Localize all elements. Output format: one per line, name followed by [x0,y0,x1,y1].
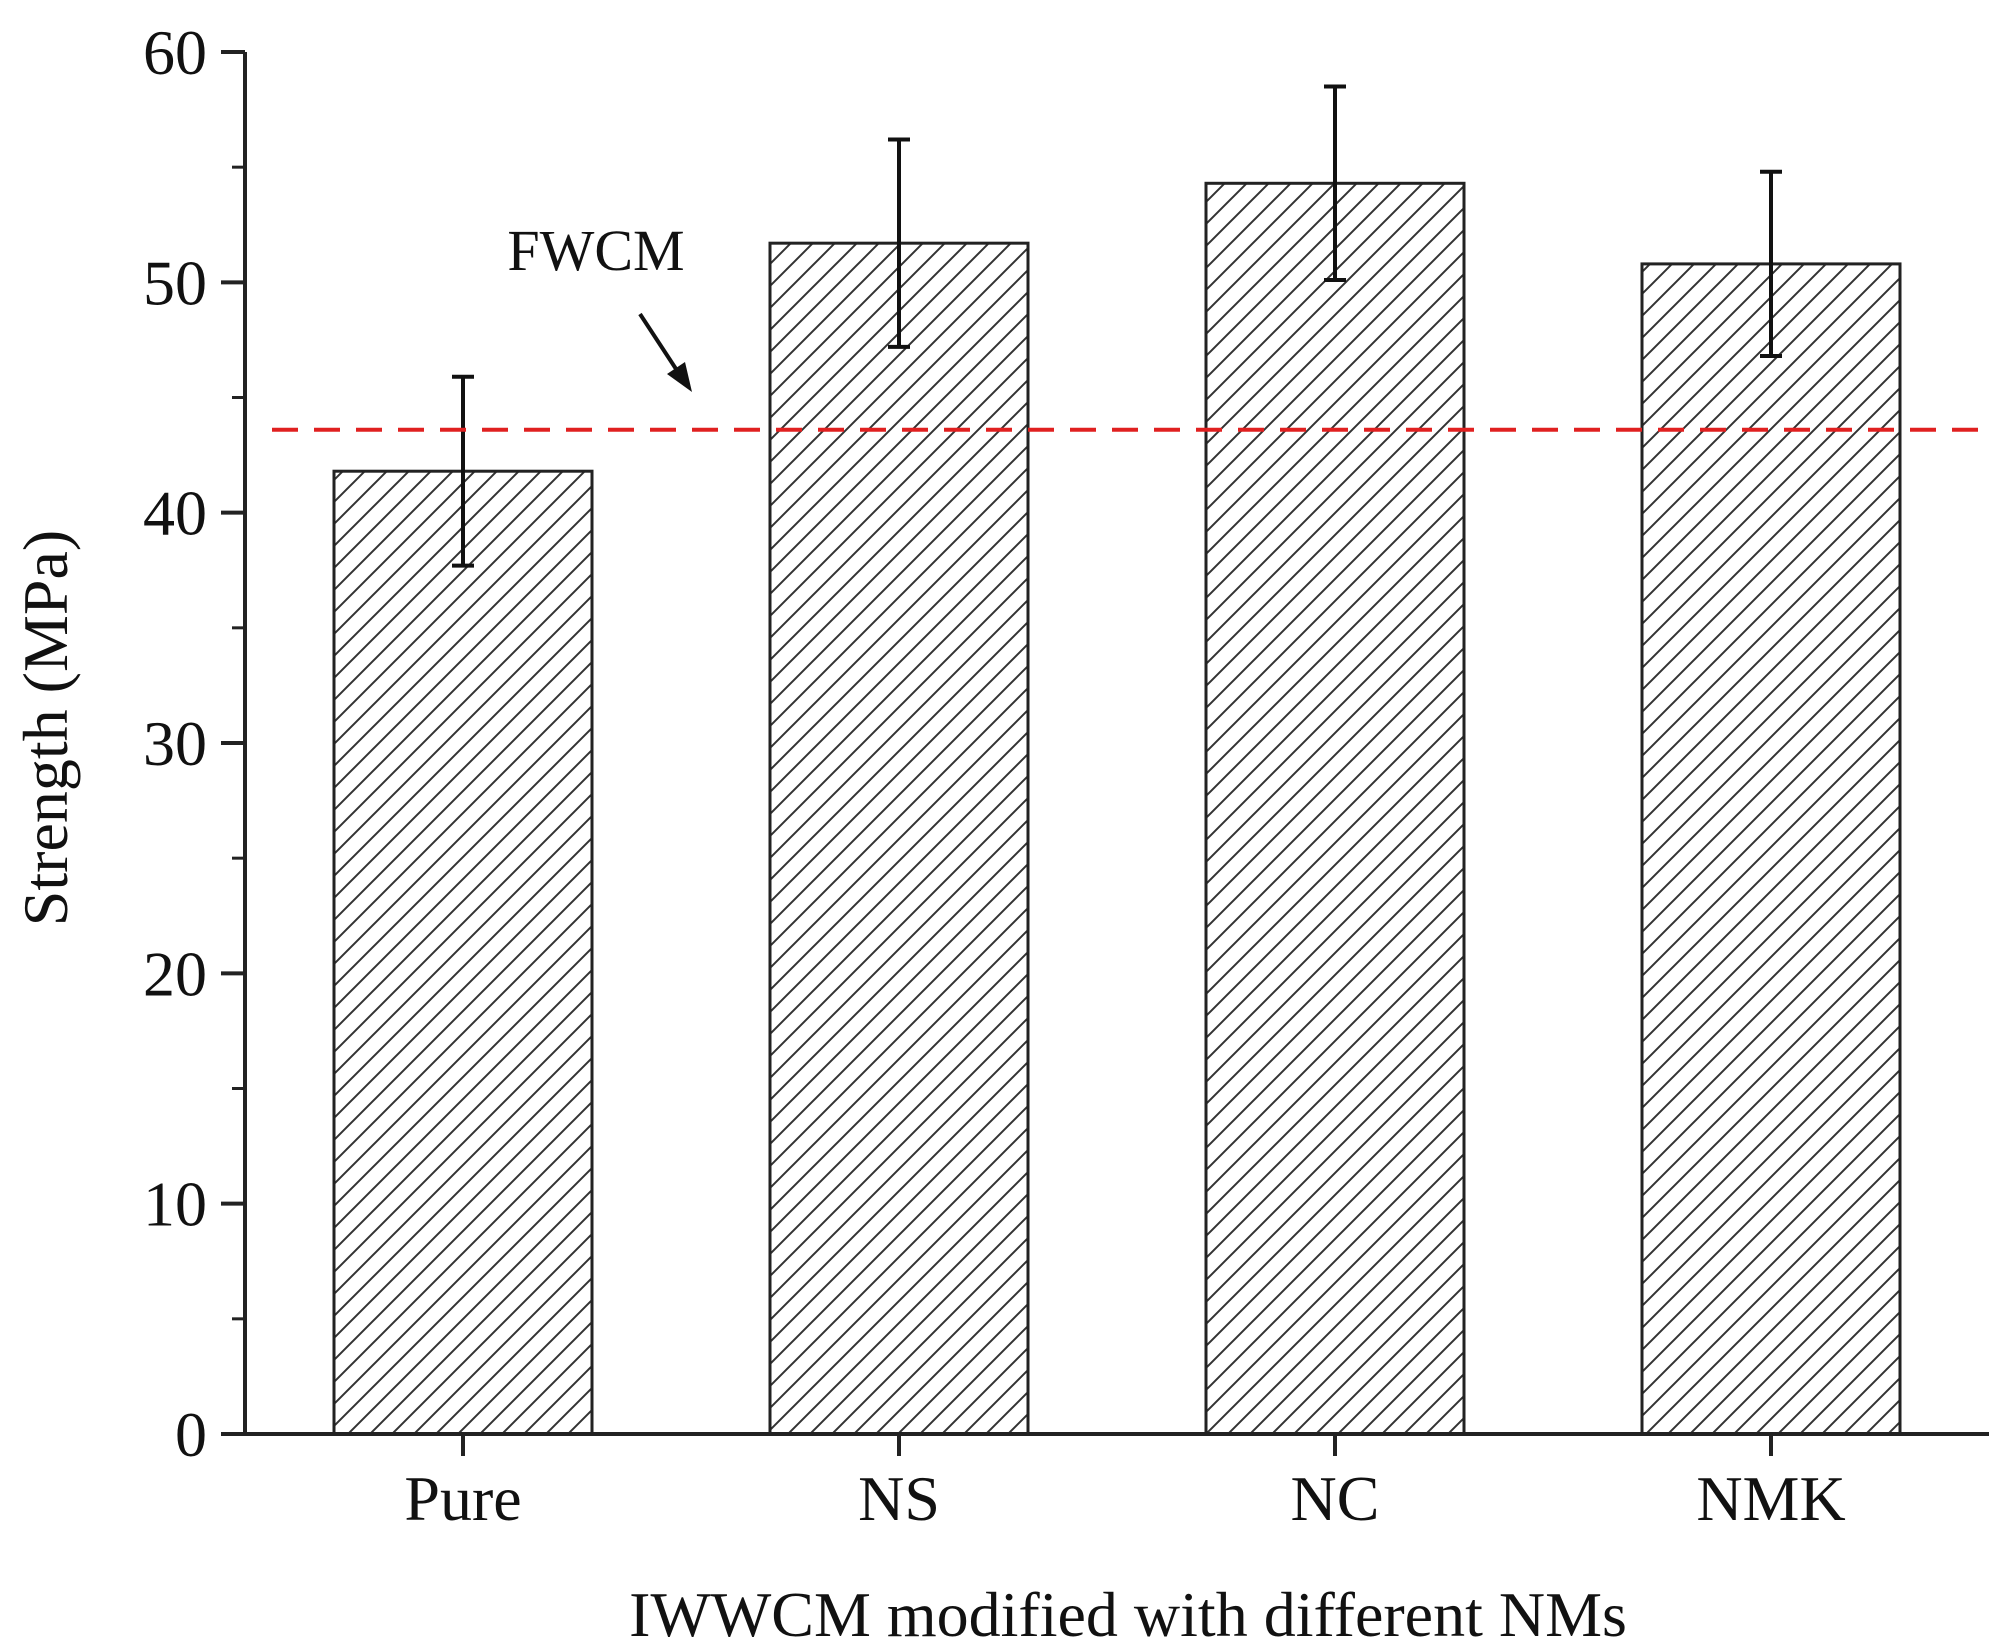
y-tick-label: 20 [143,938,207,1009]
y-tick-label: 50 [143,247,207,318]
y-ticks-group: 0 10 20 30 40 50 60 [143,17,245,1470]
y-tick-label: 40 [143,478,207,549]
x-tick-label: NC [1291,1463,1380,1534]
bar-pure [332,469,594,1436]
x-tick-label: NS [858,1463,940,1534]
bar-nc [1204,181,1466,1436]
y-tick-label: 60 [143,17,207,88]
error-bar-pure [452,374,474,568]
y-tick-label: 30 [143,708,207,779]
y-tick-label: 0 [175,1399,207,1470]
x-tick-label: Pure [404,1463,521,1534]
bar-ns [768,241,1030,1436]
error-bar-ns [888,137,910,349]
x-ticks-group: Pure NS NC NMK [404,1434,1846,1534]
x-tick-label: NMK [1696,1463,1845,1534]
annotation-arrow-icon [638,312,692,392]
error-bar-nmk [1760,169,1782,359]
y-tick-label: 10 [143,1169,207,1240]
fwcm-annotation-label: FWCM [507,218,684,283]
x-axis-title: IWWCM modified with different NMs [629,1579,1627,1650]
error-bar-nc [1324,84,1346,283]
bar-nmk [1640,262,1902,1436]
y-axis-title: Strength (MPa) [10,530,81,926]
bars-group [332,84,1902,1436]
